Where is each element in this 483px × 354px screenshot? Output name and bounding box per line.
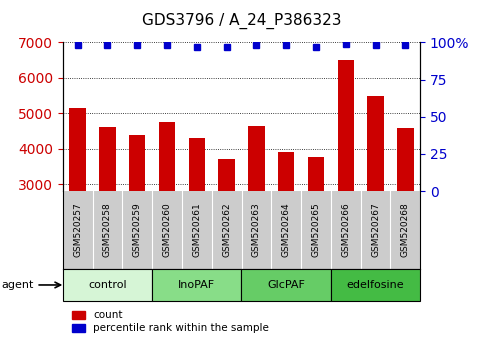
Text: GSM520268: GSM520268 bbox=[401, 203, 410, 257]
Bar bbox=[218, 159, 235, 290]
Text: GSM520261: GSM520261 bbox=[192, 203, 201, 257]
Bar bbox=[278, 152, 294, 290]
Text: GSM520257: GSM520257 bbox=[73, 203, 82, 257]
Bar bbox=[129, 135, 145, 290]
Text: GDS3796 / A_24_P386323: GDS3796 / A_24_P386323 bbox=[142, 13, 341, 29]
Text: GSM520259: GSM520259 bbox=[133, 203, 142, 257]
FancyBboxPatch shape bbox=[242, 269, 331, 301]
Bar bbox=[368, 96, 384, 290]
Text: control: control bbox=[88, 280, 127, 290]
Text: GSM520258: GSM520258 bbox=[103, 203, 112, 257]
Text: GSM520265: GSM520265 bbox=[312, 203, 320, 257]
FancyBboxPatch shape bbox=[63, 269, 152, 301]
Bar bbox=[308, 157, 324, 290]
Bar bbox=[99, 127, 115, 290]
Text: GSM520262: GSM520262 bbox=[222, 203, 231, 257]
Text: GSM520266: GSM520266 bbox=[341, 203, 350, 257]
Text: agent: agent bbox=[1, 280, 34, 290]
Bar bbox=[189, 138, 205, 290]
Text: edelfosine: edelfosine bbox=[347, 280, 404, 290]
Bar bbox=[397, 128, 413, 290]
Text: GSM520263: GSM520263 bbox=[252, 203, 261, 257]
Bar bbox=[338, 60, 354, 290]
Text: GSM520267: GSM520267 bbox=[371, 203, 380, 257]
Legend: count, percentile rank within the sample: count, percentile rank within the sample bbox=[68, 306, 273, 338]
Text: GSM520260: GSM520260 bbox=[163, 203, 171, 257]
Text: GlcPAF: GlcPAF bbox=[267, 280, 305, 290]
Bar bbox=[248, 126, 265, 290]
FancyBboxPatch shape bbox=[152, 269, 242, 301]
Bar bbox=[159, 122, 175, 290]
Text: GSM520264: GSM520264 bbox=[282, 203, 291, 257]
Text: InoPAF: InoPAF bbox=[178, 280, 215, 290]
Bar bbox=[70, 108, 86, 290]
FancyBboxPatch shape bbox=[331, 269, 420, 301]
